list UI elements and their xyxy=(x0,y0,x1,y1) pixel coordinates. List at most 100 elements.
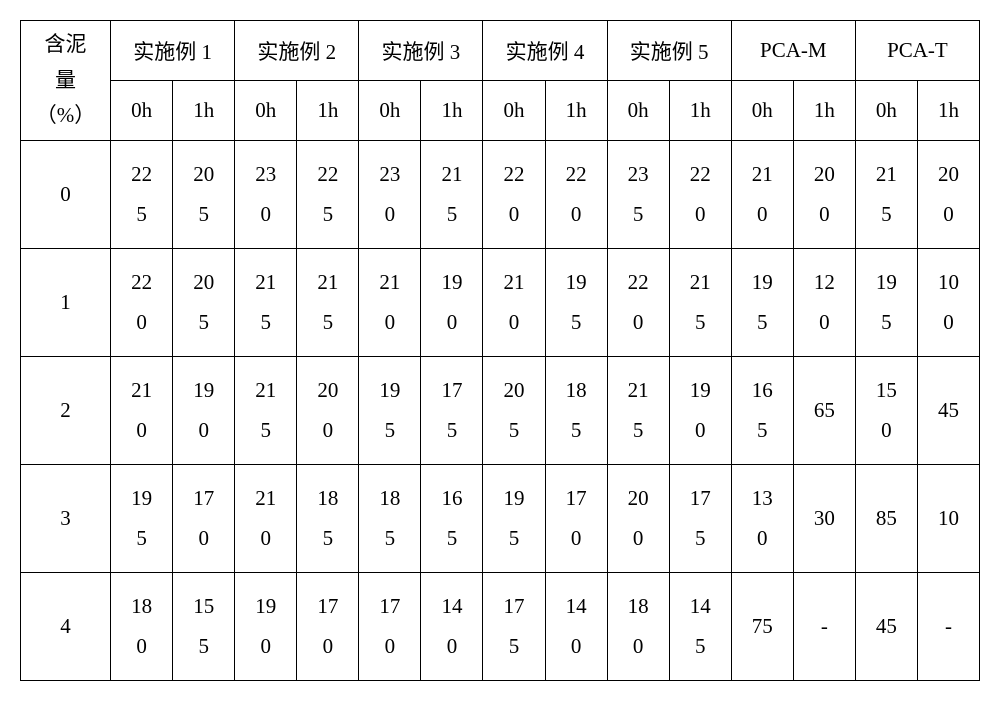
cell-line1: 20 xyxy=(297,371,358,411)
cell-line1: 21 xyxy=(235,263,296,303)
data-cell: 145 xyxy=(669,573,731,681)
cell-line1: 21 xyxy=(670,263,731,303)
cell-line1: 17 xyxy=(483,587,544,627)
sub-1h: 1h xyxy=(793,81,855,141)
cell-line2: 0 xyxy=(794,303,855,343)
data-cell: 220 xyxy=(111,249,173,357)
data-cell: 215 xyxy=(235,249,297,357)
cell-line2: 0 xyxy=(546,627,607,667)
cell-line1: 19 xyxy=(359,371,420,411)
data-cell: 185 xyxy=(359,465,421,573)
row-header-line1: 含泥 xyxy=(21,27,110,63)
cell-line1: 15 xyxy=(173,587,234,627)
cell-line2: 5 xyxy=(421,519,482,559)
data-cell: 220 xyxy=(545,141,607,249)
data-cell: 45 xyxy=(917,357,979,465)
cell-line2: 0 xyxy=(359,303,420,343)
cell-line1: 20 xyxy=(608,479,669,519)
cell-line1: 22 xyxy=(546,155,607,195)
cell-line2: 5 xyxy=(546,411,607,451)
sub-1h: 1h xyxy=(297,81,359,141)
cell-line2: 0 xyxy=(856,411,917,451)
cell-line1: 12 xyxy=(794,263,855,303)
cell-line1: 20 xyxy=(173,263,234,303)
data-cell: 195 xyxy=(483,465,545,573)
cell-line2: 5 xyxy=(483,411,544,451)
cell-line1: 21 xyxy=(608,371,669,411)
cell-line2: 0 xyxy=(483,303,544,343)
cell-line1: 19 xyxy=(732,263,793,303)
data-cell: 195 xyxy=(731,249,793,357)
cell-line1: 21 xyxy=(235,479,296,519)
cell-line2: 5 xyxy=(483,627,544,667)
cell-line1: 18 xyxy=(359,479,420,519)
cell-line2: 5 xyxy=(359,411,420,451)
data-cell: 205 xyxy=(483,357,545,465)
cell-line1: 22 xyxy=(608,263,669,303)
data-cell: 210 xyxy=(359,249,421,357)
cell-line1: 18 xyxy=(608,587,669,627)
cell-line2: 5 xyxy=(856,303,917,343)
data-cell: 220 xyxy=(483,141,545,249)
data-cell: 130 xyxy=(731,465,793,573)
cell-line1: 20 xyxy=(794,155,855,195)
cell-line1: 19 xyxy=(235,587,296,627)
data-cell: 185 xyxy=(297,465,359,573)
sub-header-row: 0h1h 0h1h 0h1h 0h1h 0h1h 0h1h 0h1h xyxy=(21,81,980,141)
cell-line1: 21 xyxy=(235,371,296,411)
cell-line2: 5 xyxy=(732,303,793,343)
cell-line2: 0 xyxy=(421,303,482,343)
cell-line1: 22 xyxy=(111,155,172,195)
cell-line1: 21 xyxy=(421,155,482,195)
cell-line1: 23 xyxy=(359,155,420,195)
cell-line1: 14 xyxy=(546,587,607,627)
cell-line1: 17 xyxy=(546,479,607,519)
table-row: 3195170210185185165195170200175130308510 xyxy=(21,465,980,573)
col-group-1: 实施例 2 xyxy=(235,21,359,81)
data-cell: 30 xyxy=(793,465,855,573)
cell-line2: 0 xyxy=(421,627,482,667)
cell-line1: 19 xyxy=(421,263,482,303)
col-group-0: 实施例 1 xyxy=(111,21,235,81)
data-cell: 150 xyxy=(855,357,917,465)
cell-line2: 5 xyxy=(546,303,607,343)
table-row: 0225205230225230215220220235220210200215… xyxy=(21,141,980,249)
data-cell: 210 xyxy=(483,249,545,357)
cell-line2: 0 xyxy=(173,519,234,559)
data-cell: 215 xyxy=(855,141,917,249)
data-cell: 200 xyxy=(917,141,979,249)
cell-line2: 0 xyxy=(111,627,172,667)
cell-line2: 0 xyxy=(297,411,358,451)
sub-1h: 1h xyxy=(545,81,607,141)
cell-line2: 0 xyxy=(235,627,296,667)
data-cell: 210 xyxy=(731,141,793,249)
cell-line1: 16 xyxy=(732,371,793,411)
sub-0h: 0h xyxy=(359,81,421,141)
sub-0h: 0h xyxy=(607,81,669,141)
cell-line1: 14 xyxy=(421,587,482,627)
table-body: 0225205230225230215220220235220210200215… xyxy=(21,141,980,681)
col-group-2: 实施例 3 xyxy=(359,21,483,81)
cell-line2: 0 xyxy=(235,195,296,235)
cell-line1: 21 xyxy=(732,155,793,195)
cell-line2: 5 xyxy=(173,627,234,667)
cell-line1: 21 xyxy=(111,371,172,411)
cell-line2: 0 xyxy=(608,627,669,667)
cell-line2: 0 xyxy=(670,195,731,235)
cell-line2: 0 xyxy=(173,411,234,451)
data-cell: 155 xyxy=(173,573,235,681)
cell-line2: 0 xyxy=(297,627,358,667)
sub-1h: 1h xyxy=(669,81,731,141)
cell-line1: 19 xyxy=(173,371,234,411)
cell-line2: 5 xyxy=(359,519,420,559)
cell-line2: 0 xyxy=(732,195,793,235)
cell-line2: 0 xyxy=(546,519,607,559)
data-cell: 140 xyxy=(545,573,607,681)
data-cell: 195 xyxy=(855,249,917,357)
data-cell: 190 xyxy=(669,357,731,465)
table-row: 1220205215215210190210195220215195120195… xyxy=(21,249,980,357)
cell-line1: 10 xyxy=(918,263,979,303)
data-cell: 225 xyxy=(111,141,173,249)
cell-line1: 21 xyxy=(297,263,358,303)
data-cell: 205 xyxy=(173,141,235,249)
